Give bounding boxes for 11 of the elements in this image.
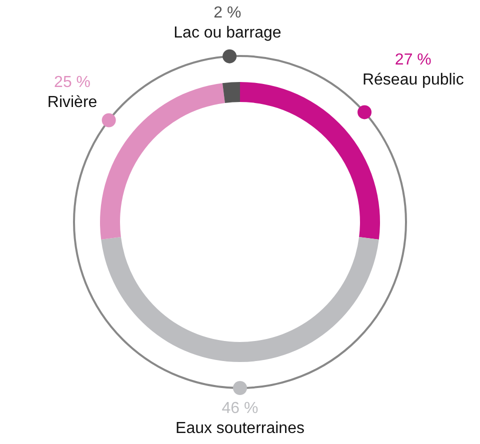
donut-slice bbox=[101, 237, 379, 362]
slice-label: Eaux souterraines bbox=[176, 420, 304, 437]
data-label: 2 % bbox=[214, 4, 242, 22]
slice-label: Rivière bbox=[47, 94, 98, 111]
slice-label: Réseau public bbox=[362, 71, 464, 88]
data-label: 46 % bbox=[222, 400, 258, 417]
donut-slice bbox=[100, 83, 225, 240]
donut-slice bbox=[222, 82, 240, 103]
data-label: 25 % bbox=[54, 74, 91, 91]
data-label: 27 % bbox=[394, 51, 432, 68]
slice-label: Lac ou barrage bbox=[174, 24, 282, 42]
